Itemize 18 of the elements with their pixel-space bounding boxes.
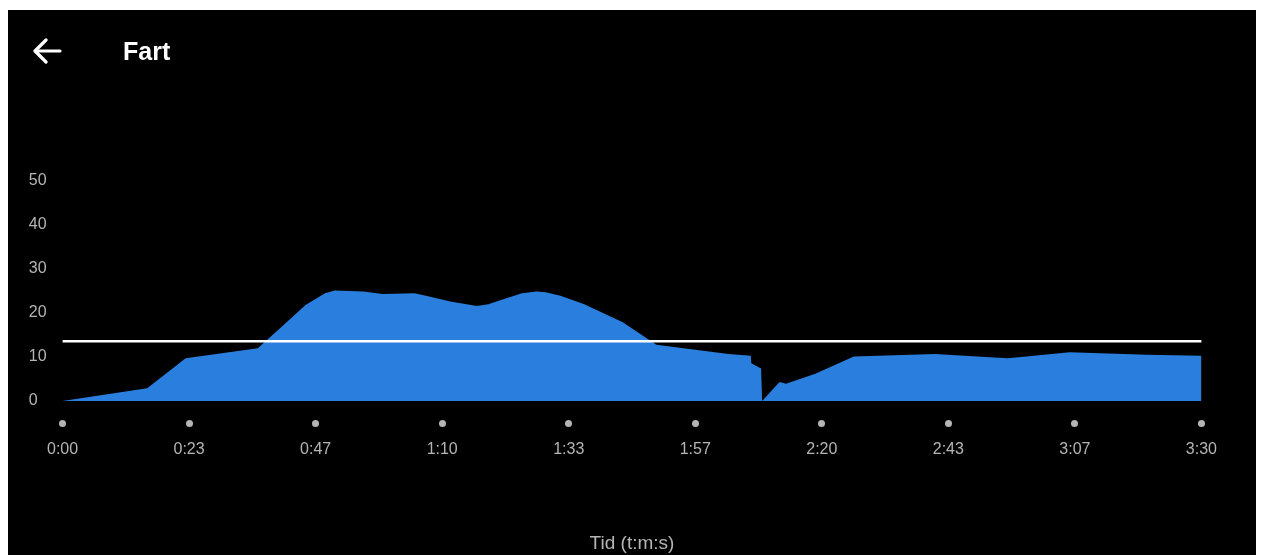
x-tick-label: 2:20 (806, 440, 838, 458)
x-tick-label: 2:43 (932, 440, 964, 458)
x-tick-label: 0:00 (47, 440, 79, 458)
x-tick-label: 3:07 (1059, 440, 1091, 458)
x-tick-label: 1:57 (679, 440, 711, 458)
x-tick-label: 0:47 (300, 440, 332, 458)
chart-title: Fart (123, 37, 171, 66)
y-tick-label: 30 (28, 259, 47, 277)
y-tick-label: 0 (28, 391, 38, 409)
y-tick-label: 10 (28, 347, 47, 365)
x-tick-label: 0:23 (173, 440, 205, 458)
x-tick-label: 1:10 (426, 440, 458, 458)
x-tick-label: 1:33 (553, 440, 585, 458)
y-tick-label: 20 (28, 303, 47, 321)
y-tick-label: 50 (28, 171, 47, 189)
x-tick-label: 3:30 (1185, 440, 1218, 458)
x-axis-title: Tid (t:m:s) (589, 531, 675, 553)
y-tick-label: 40 (28, 215, 47, 233)
